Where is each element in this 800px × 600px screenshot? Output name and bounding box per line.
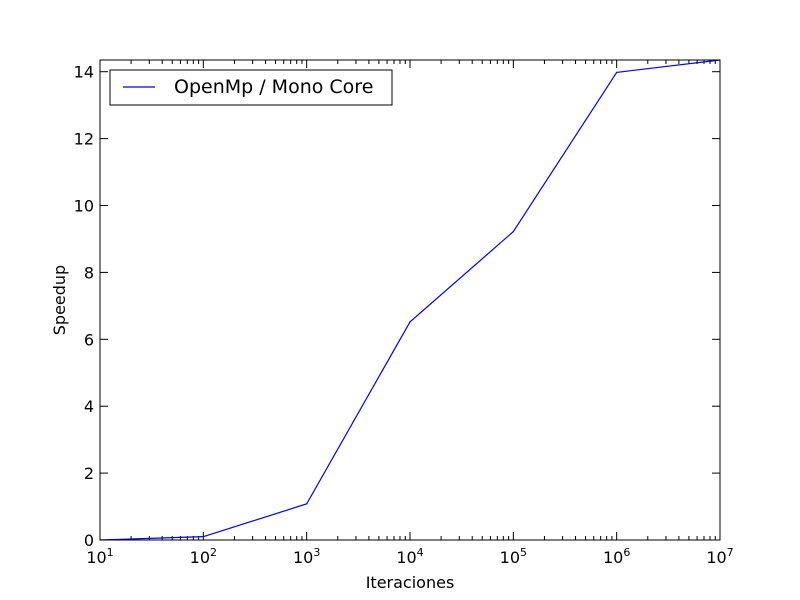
x-tick-label: 101 [86, 546, 113, 567]
x-tick-label: 105 [500, 546, 527, 567]
series-point [409, 321, 411, 323]
series-line [99, 59, 721, 541]
y-axis-label: Speedup [50, 265, 69, 335]
x-tick-label: 102 [190, 546, 217, 567]
y-tick-label: 14 [74, 63, 94, 82]
y-tick-label: 12 [74, 130, 94, 149]
y-tick-label: 8 [84, 263, 94, 282]
x-tick-label: 106 [603, 546, 630, 567]
x-tick-label: 104 [396, 546, 423, 567]
x-tick-label: 103 [293, 546, 320, 567]
x-tick-label: 107 [706, 546, 733, 567]
series-layer [99, 59, 721, 541]
legend-box [109, 69, 393, 106]
y-tick-label: 4 [84, 397, 94, 416]
legend: OpenMp / Mono Core [109, 69, 393, 106]
ticks-layer [99, 60, 721, 541]
series-point [202, 536, 204, 538]
y-tick-label: 2 [84, 464, 94, 483]
y-tick-label: 0 [84, 531, 94, 550]
series-point [306, 503, 308, 505]
series-point [616, 71, 618, 73]
labels-layer: 101 102 103 104 105 106 107 0 2 4 6 8 10 12 14 [74, 63, 734, 567]
plot-area-frame [99, 59, 721, 541]
x-axis-label: Iteraciones [366, 573, 455, 592]
legend-label: OpenMp / Mono Core [174, 76, 373, 98]
series-point [512, 230, 514, 233]
y-tick-label: 6 [84, 330, 94, 349]
y-tick-label: 10 [74, 197, 94, 216]
